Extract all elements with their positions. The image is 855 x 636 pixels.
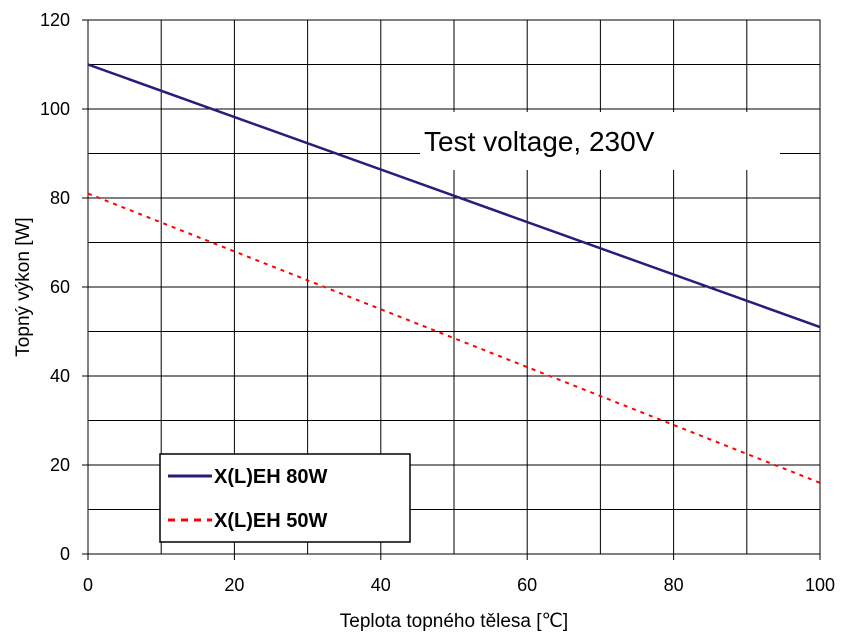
y-tick-label: 120 (40, 10, 70, 30)
x-tick-label: 60 (517, 575, 537, 595)
x-axis-title: Teplota topného tělesa [℃] (340, 611, 568, 632)
x-tick-labels: 0 20 40 60 80 100 (83, 575, 835, 595)
legend-box (159, 453, 411, 543)
y-tick-label: 100 (40, 99, 70, 119)
series-line (87, 63, 821, 329)
axes (82, 19, 821, 560)
legend-label: X(L)EH 80W (214, 466, 327, 488)
annotation-text: Test voltage, 230V (424, 126, 655, 157)
y-tick-label: 20 (50, 455, 70, 475)
y-tick-labels: 0 20 40 60 80 100 120 (40, 10, 70, 564)
y-tick-label: 80 (50, 188, 70, 208)
series-layer (87, 63, 821, 484)
legend-label: X(L)EH 50W (214, 510, 327, 532)
x-tick-label: 80 (664, 575, 684, 595)
x-tick-label: 0 (83, 575, 93, 595)
legend: X(L)EH 80W X(L)EH 50W (159, 453, 411, 543)
x-tick-label: 20 (224, 575, 244, 595)
x-tick-label: 100 (805, 575, 835, 595)
y-tick-label: 60 (50, 277, 70, 297)
grid-lines (88, 20, 820, 554)
annotation-background (420, 112, 780, 170)
y-axis-title: Topný výkon [W] (13, 217, 34, 356)
x-tick-label: 40 (371, 575, 391, 595)
y-tick-label: 40 (50, 366, 70, 386)
y-tick-label: 0 (60, 544, 70, 564)
